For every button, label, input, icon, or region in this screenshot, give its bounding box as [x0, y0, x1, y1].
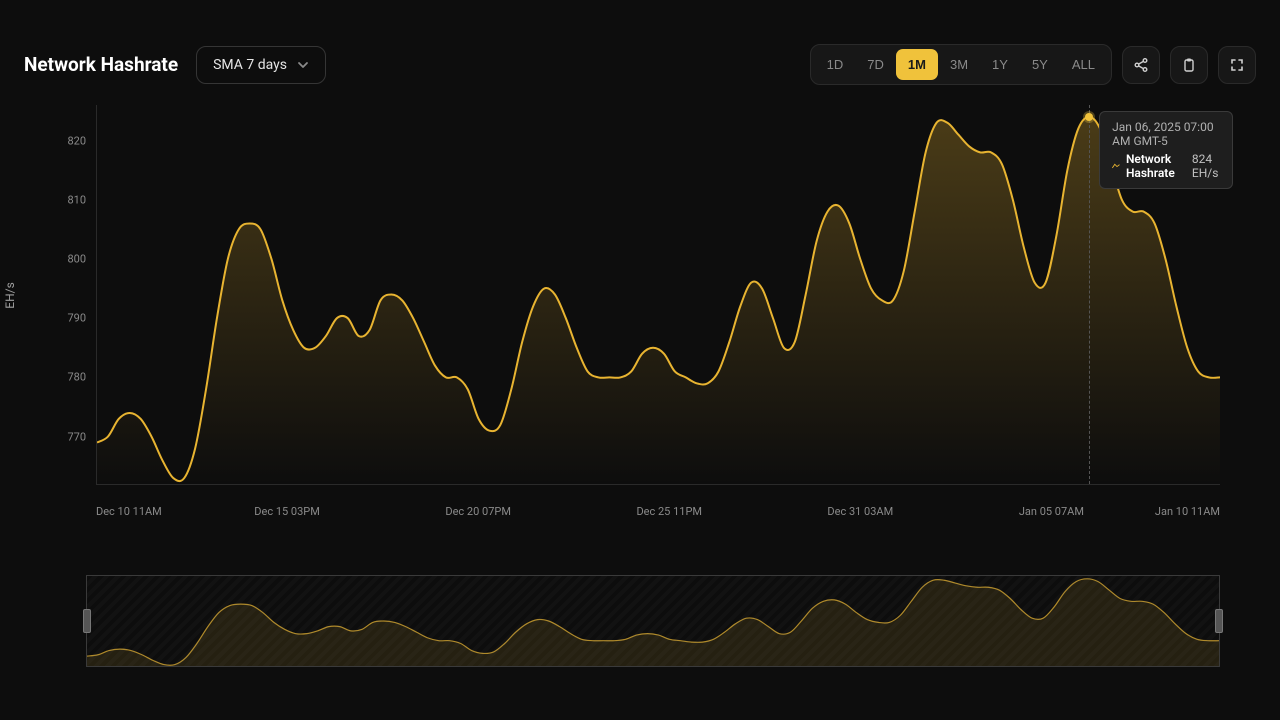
range-5y[interactable]: 5Y: [1020, 49, 1060, 80]
x-tick: Dec 20 07PM: [445, 505, 511, 518]
header-left: Network Hashrate SMA 7 days: [24, 46, 326, 84]
y-tick: 780: [67, 371, 86, 384]
time-range-group: 1D7D1M3M1Y5YALL: [810, 44, 1112, 85]
brush-handle-left[interactable]: [83, 609, 91, 633]
chart-svg: [97, 105, 1220, 484]
brush-hatch-overlay: [87, 576, 1219, 666]
copy-button[interactable]: [1170, 46, 1208, 84]
y-axis-ticks: 770 780 790 800 810 820: [56, 105, 86, 485]
range-1d[interactable]: 1D: [815, 49, 856, 80]
x-tick: Dec 10 11AM: [96, 505, 162, 518]
chevron-down-icon: [297, 59, 309, 71]
x-tick: Dec 25 11PM: [636, 505, 702, 518]
chart-plot[interactable]: Jan 06, 2025 07:00 AM GMT-5 Network Hash…: [96, 105, 1220, 485]
y-tick: 810: [67, 193, 86, 206]
header-right: 1D7D1M3M1Y5YALL: [810, 44, 1256, 85]
x-axis-ticks: Dec 10 11AM Dec 15 03PM Dec 20 07PM Dec 25 …: [96, 495, 1220, 525]
crosshair-line: [1089, 105, 1090, 484]
x-tick: Dec 31 03AM: [827, 505, 893, 518]
share-icon: [1133, 57, 1149, 73]
range-1m[interactable]: 1M: [896, 49, 938, 80]
brush-navigator[interactable]: [86, 575, 1220, 667]
dropdown-label: SMA 7 days: [213, 57, 287, 73]
share-button[interactable]: [1122, 46, 1160, 84]
clipboard-icon: [1181, 57, 1197, 73]
x-tick: Jan 05 07AM: [1019, 505, 1084, 518]
range-3m[interactable]: 3M: [938, 49, 980, 80]
range-all[interactable]: ALL: [1060, 49, 1107, 80]
y-tick: 790: [67, 312, 86, 325]
hover-marker: [1085, 113, 1093, 121]
chart-area: EH/s 770780790800810820 Jan 06, 2025 07:…: [20, 105, 1220, 525]
brush-handle-right[interactable]: [1215, 609, 1223, 633]
header: Network Hashrate SMA 7 days 1D7D1M3M1Y5Y…: [0, 0, 1280, 105]
sma-dropdown[interactable]: SMA 7 days: [196, 46, 326, 84]
page-title: Network Hashrate: [24, 53, 178, 76]
range-7d[interactable]: 7D: [855, 49, 896, 80]
y-axis-label: EH/s: [3, 282, 17, 309]
x-tick: Dec 15 03PM: [254, 505, 320, 518]
y-tick: 800: [67, 252, 86, 265]
y-tick: 820: [67, 134, 86, 147]
x-tick: Jan 10 11AM: [1155, 505, 1220, 518]
fullscreen-button[interactable]: [1218, 46, 1256, 84]
y-tick: 770: [67, 430, 86, 443]
range-1y[interactable]: 1Y: [980, 49, 1020, 80]
expand-icon: [1229, 57, 1245, 73]
